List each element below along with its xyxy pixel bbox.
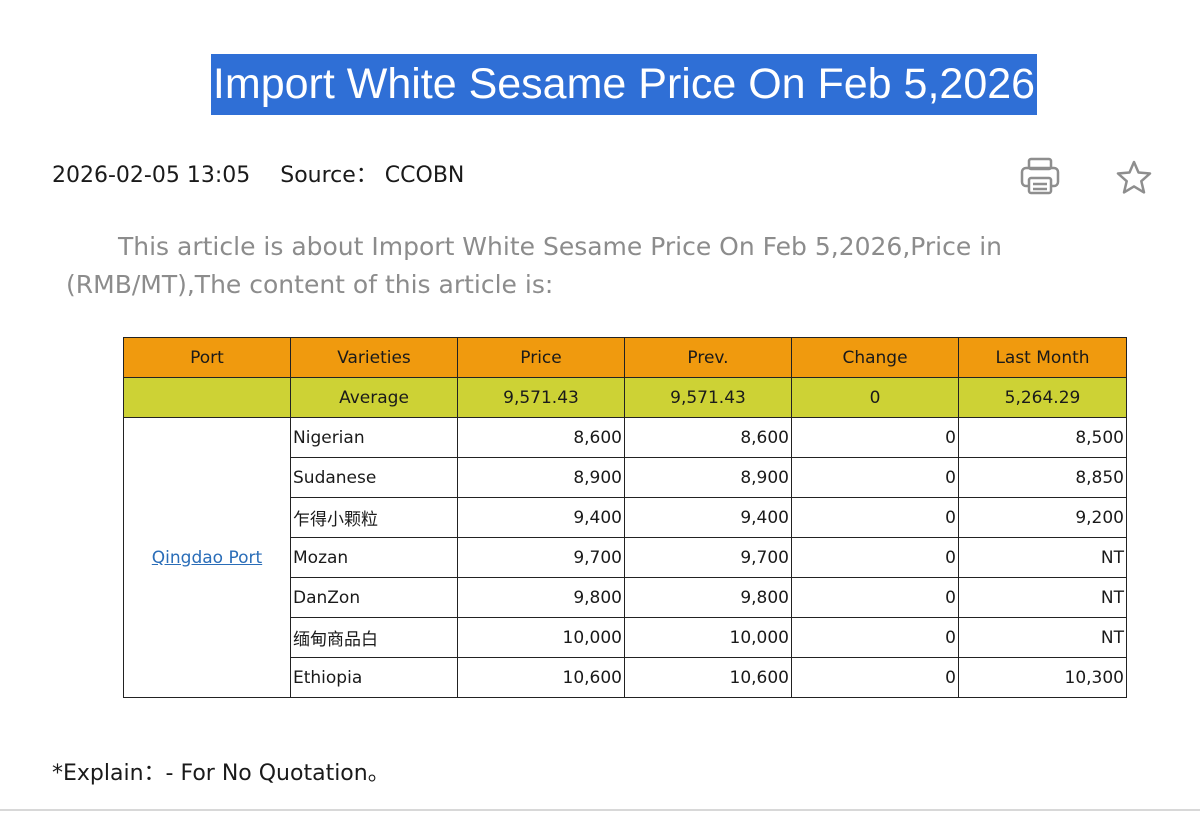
average-prev: 9,571.43 xyxy=(624,377,792,418)
variety-cell: Ethiopia xyxy=(290,657,458,698)
article-intro: This article is about Import White Sesam… xyxy=(66,232,1002,299)
column-header-prev: Prev. xyxy=(624,337,792,378)
article-meta: 2026-02-05 13:05 Source： CCOBN xyxy=(52,160,464,192)
average-label: Average xyxy=(290,377,458,418)
price-cell: 10,600 xyxy=(457,657,625,698)
source-label: Source： CCOBN xyxy=(280,163,465,188)
header-row: Port Varieties Price Prev. Change Last M… xyxy=(123,337,1127,378)
last-month-cell: 8,500 xyxy=(958,417,1127,458)
price-cell: 9,800 xyxy=(457,577,625,618)
star-icon xyxy=(1116,160,1152,194)
average-change: 0 xyxy=(791,377,959,418)
price-cell: 8,600 xyxy=(457,417,625,458)
change-cell: 0 xyxy=(791,497,959,538)
column-header-change: Change xyxy=(791,337,959,378)
table-row: DanZon 9,800 9,800 0 NT xyxy=(124,577,1127,618)
port-cell: Qingdao Port xyxy=(123,417,291,698)
print-button[interactable] xyxy=(1019,156,1061,196)
last-month-cell: NT xyxy=(958,577,1127,618)
column-header-price: Price xyxy=(457,337,625,378)
price-cell: 9,700 xyxy=(457,537,625,578)
table-row: Qingdao Port Nigerian 8,600 8,600 0 8,50… xyxy=(123,417,1127,698)
variety-cell: 缅甸商品白 xyxy=(290,617,458,658)
table-row: Sudanese 8,900 8,900 0 8,850 xyxy=(124,457,1127,498)
prev-cell: 9,800 xyxy=(624,577,792,618)
price-table: Port Varieties Price Prev. Change Last M… xyxy=(123,337,1127,698)
prev-cell: 9,400 xyxy=(624,497,792,538)
title-wrap: Import White Sesame Price On Feb 5,2026 xyxy=(0,54,1200,115)
average-price: 9,571.43 xyxy=(457,377,625,418)
change-cell: 0 xyxy=(791,577,959,618)
article-title: Import White Sesame Price On Feb 5,2026 xyxy=(210,54,1038,115)
variety-cell: Nigerian xyxy=(290,417,458,458)
column-header-port: Port xyxy=(123,337,291,378)
printer-icon xyxy=(1020,157,1060,195)
average-last-month: 5,264.29 xyxy=(958,377,1127,418)
variety-cell: Mozan xyxy=(290,537,458,578)
prev-cell: 10,600 xyxy=(624,657,792,698)
prev-cell: 9,700 xyxy=(624,537,792,578)
variety-cell: 乍得小颗粒 xyxy=(290,497,458,538)
change-cell: 0 xyxy=(791,457,959,498)
table-row: Mozan 9,700 9,700 0 NT xyxy=(124,537,1127,578)
prev-cell: 10,000 xyxy=(624,617,792,658)
column-header-varieties: Varieties xyxy=(290,337,458,378)
prev-cell: 8,600 xyxy=(624,417,792,458)
last-month-cell: NT xyxy=(958,617,1127,658)
column-header-last-month: Last Month xyxy=(958,337,1127,378)
price-cell: 8,900 xyxy=(457,457,625,498)
explain-footnote: *Explain：- For No Quotation。 xyxy=(52,761,390,786)
publish-date: 2026-02-05 13:05 xyxy=(52,163,251,188)
divider xyxy=(0,809,1200,811)
change-cell: 0 xyxy=(791,417,959,458)
change-cell: 0 xyxy=(791,657,959,698)
change-cell: 0 xyxy=(791,537,959,578)
table-row: 缅甸商品白 10,000 10,000 0 NT xyxy=(124,617,1127,658)
table-row: 乍得小颗粒 9,400 9,400 0 9,200 xyxy=(124,497,1127,538)
average-port-cell xyxy=(123,377,291,418)
variety-cell: DanZon xyxy=(290,577,458,618)
price-cell: 9,400 xyxy=(457,497,625,538)
last-month-cell: 9,200 xyxy=(958,497,1127,538)
change-cell: 0 xyxy=(791,617,959,658)
port-link[interactable]: Qingdao Port xyxy=(151,547,263,568)
average-row: Average 9,571.43 9,571.43 0 5,264.29 xyxy=(123,377,1127,418)
prev-cell: 8,900 xyxy=(624,457,792,498)
last-month-cell: NT xyxy=(958,537,1127,578)
variety-cell: Sudanese xyxy=(290,457,458,498)
last-month-cell: 8,850 xyxy=(958,457,1127,498)
price-cell: 10,000 xyxy=(457,617,625,658)
table-row: Ethiopia 10,600 10,600 0 10,300 xyxy=(124,657,1127,698)
favorite-button[interactable] xyxy=(1116,160,1152,194)
last-month-cell: 10,300 xyxy=(958,657,1127,698)
